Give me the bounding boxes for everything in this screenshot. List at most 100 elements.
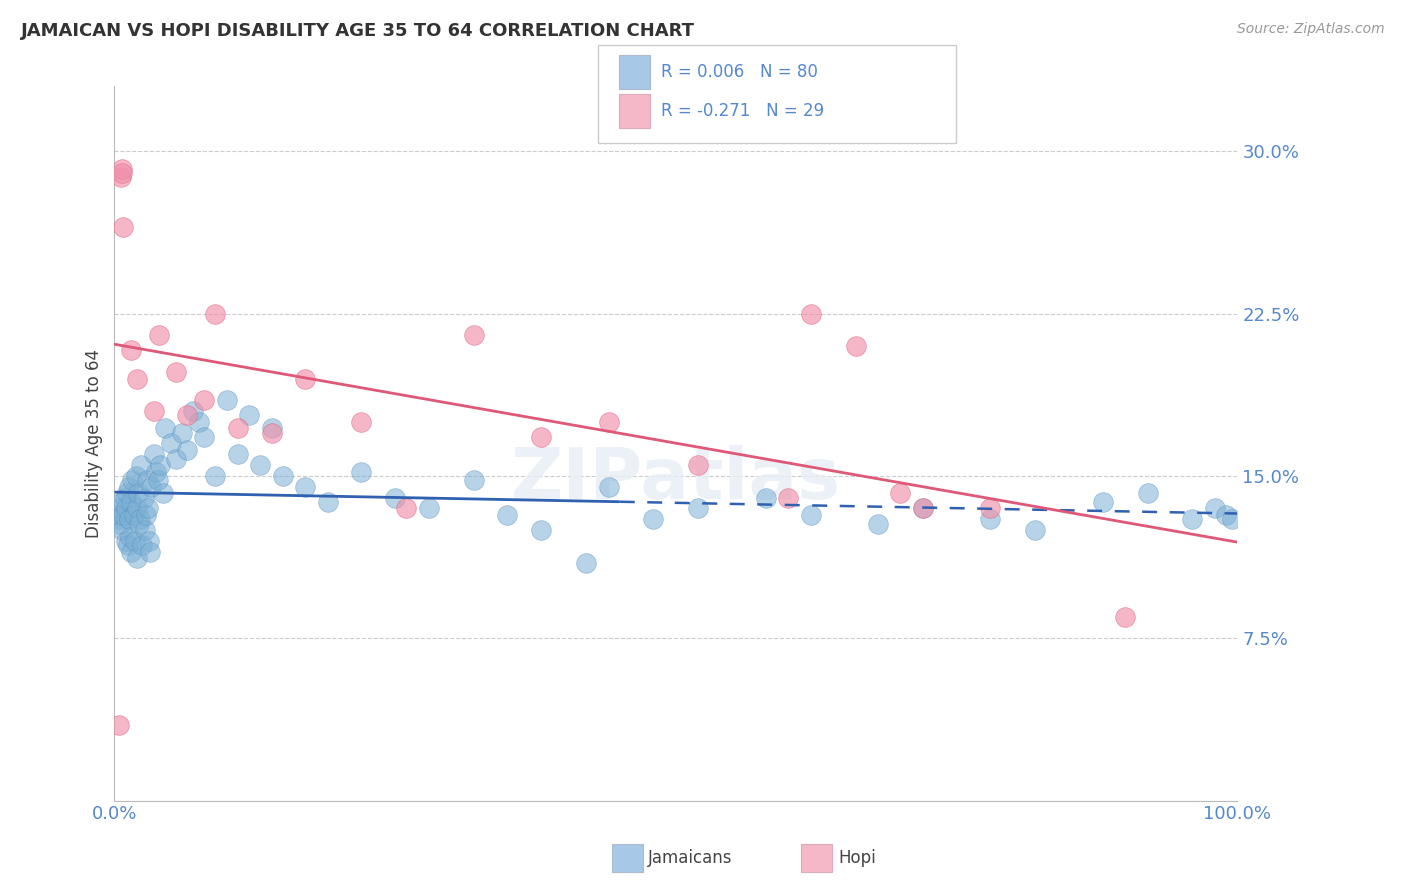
Point [800, 307, 823, 321]
Point [138, 533, 160, 548]
Y-axis label: Disability Age 35 to 64: Disability Age 35 to 64 [86, 349, 103, 538]
Point [111, 161, 134, 176]
Point [911, 501, 934, 516]
Point [187, 415, 209, 429]
Point [122, 508, 145, 522]
Point [120, 545, 142, 559]
Point [128, 516, 150, 531]
Point [114, 501, 136, 516]
Point [176, 442, 198, 457]
Point [979, 501, 1001, 516]
Point [129, 512, 152, 526]
Point [107, 508, 129, 522]
Point [226, 447, 249, 461]
Point [204, 307, 226, 321]
Point [170, 425, 193, 440]
Point [136, 473, 159, 487]
Point [845, 339, 868, 353]
Point [149, 458, 172, 472]
Point [463, 328, 485, 343]
Point [530, 523, 553, 537]
Point [350, 415, 373, 429]
Point [114, 533, 136, 548]
Point [165, 451, 187, 466]
Point [110, 170, 132, 185]
Point [395, 501, 418, 516]
Text: Source: ZipAtlas.com: Source: ZipAtlas.com [1237, 22, 1385, 37]
Point [755, 491, 778, 505]
Point [115, 486, 138, 500]
Point [193, 393, 215, 408]
Point [238, 409, 260, 423]
Text: Hopi: Hopi [838, 849, 876, 867]
Point [1024, 523, 1046, 537]
Point [778, 491, 800, 505]
Point [148, 473, 170, 487]
Point [125, 371, 148, 385]
Point [260, 421, 283, 435]
Point [1181, 512, 1204, 526]
Point [181, 404, 204, 418]
Point [350, 465, 373, 479]
Point [136, 501, 159, 516]
Point [131, 458, 153, 472]
Text: R = 0.006   N = 80: R = 0.006 N = 80 [661, 63, 818, 81]
Point [866, 516, 889, 531]
Point [294, 371, 316, 385]
Point [1204, 501, 1226, 516]
Point [118, 512, 141, 526]
Point [204, 469, 226, 483]
Point [135, 508, 157, 522]
Point [271, 469, 294, 483]
Point [176, 409, 198, 423]
Point [159, 436, 181, 450]
Point [108, 512, 131, 526]
Point [598, 480, 620, 494]
Point [110, 495, 132, 509]
Point [108, 516, 131, 531]
Point [120, 530, 142, 544]
Point [125, 551, 148, 566]
Point [121, 473, 143, 487]
Point [1220, 512, 1243, 526]
Point [598, 415, 620, 429]
Point [114, 491, 136, 505]
Point [131, 538, 153, 552]
Point [1114, 609, 1136, 624]
Point [294, 480, 316, 494]
Point [575, 556, 598, 570]
Text: Jamaicans: Jamaicans [648, 849, 733, 867]
Point [124, 533, 146, 548]
Point [117, 538, 139, 552]
Point [112, 220, 135, 235]
Point [463, 473, 485, 487]
Point [530, 430, 553, 444]
Point [125, 469, 148, 483]
Point [142, 404, 165, 418]
Point [226, 421, 249, 435]
Text: ZIPatlas: ZIPatlas [510, 445, 841, 514]
Point [800, 508, 823, 522]
Point [889, 486, 911, 500]
Point [108, 501, 131, 516]
Point [193, 430, 215, 444]
Point [165, 365, 187, 379]
Point [111, 523, 134, 537]
Point [148, 328, 170, 343]
Point [249, 458, 271, 472]
Point [120, 495, 142, 509]
Point [139, 545, 162, 559]
Point [118, 480, 141, 494]
Point [911, 501, 934, 516]
Point [316, 495, 339, 509]
Point [111, 166, 134, 180]
Point [108, 718, 131, 732]
Point [145, 465, 167, 479]
Point [418, 501, 440, 516]
Point [134, 523, 156, 537]
Point [260, 425, 283, 440]
Point [152, 486, 174, 500]
Point [1215, 508, 1237, 522]
Point [688, 501, 710, 516]
Point [384, 491, 406, 505]
